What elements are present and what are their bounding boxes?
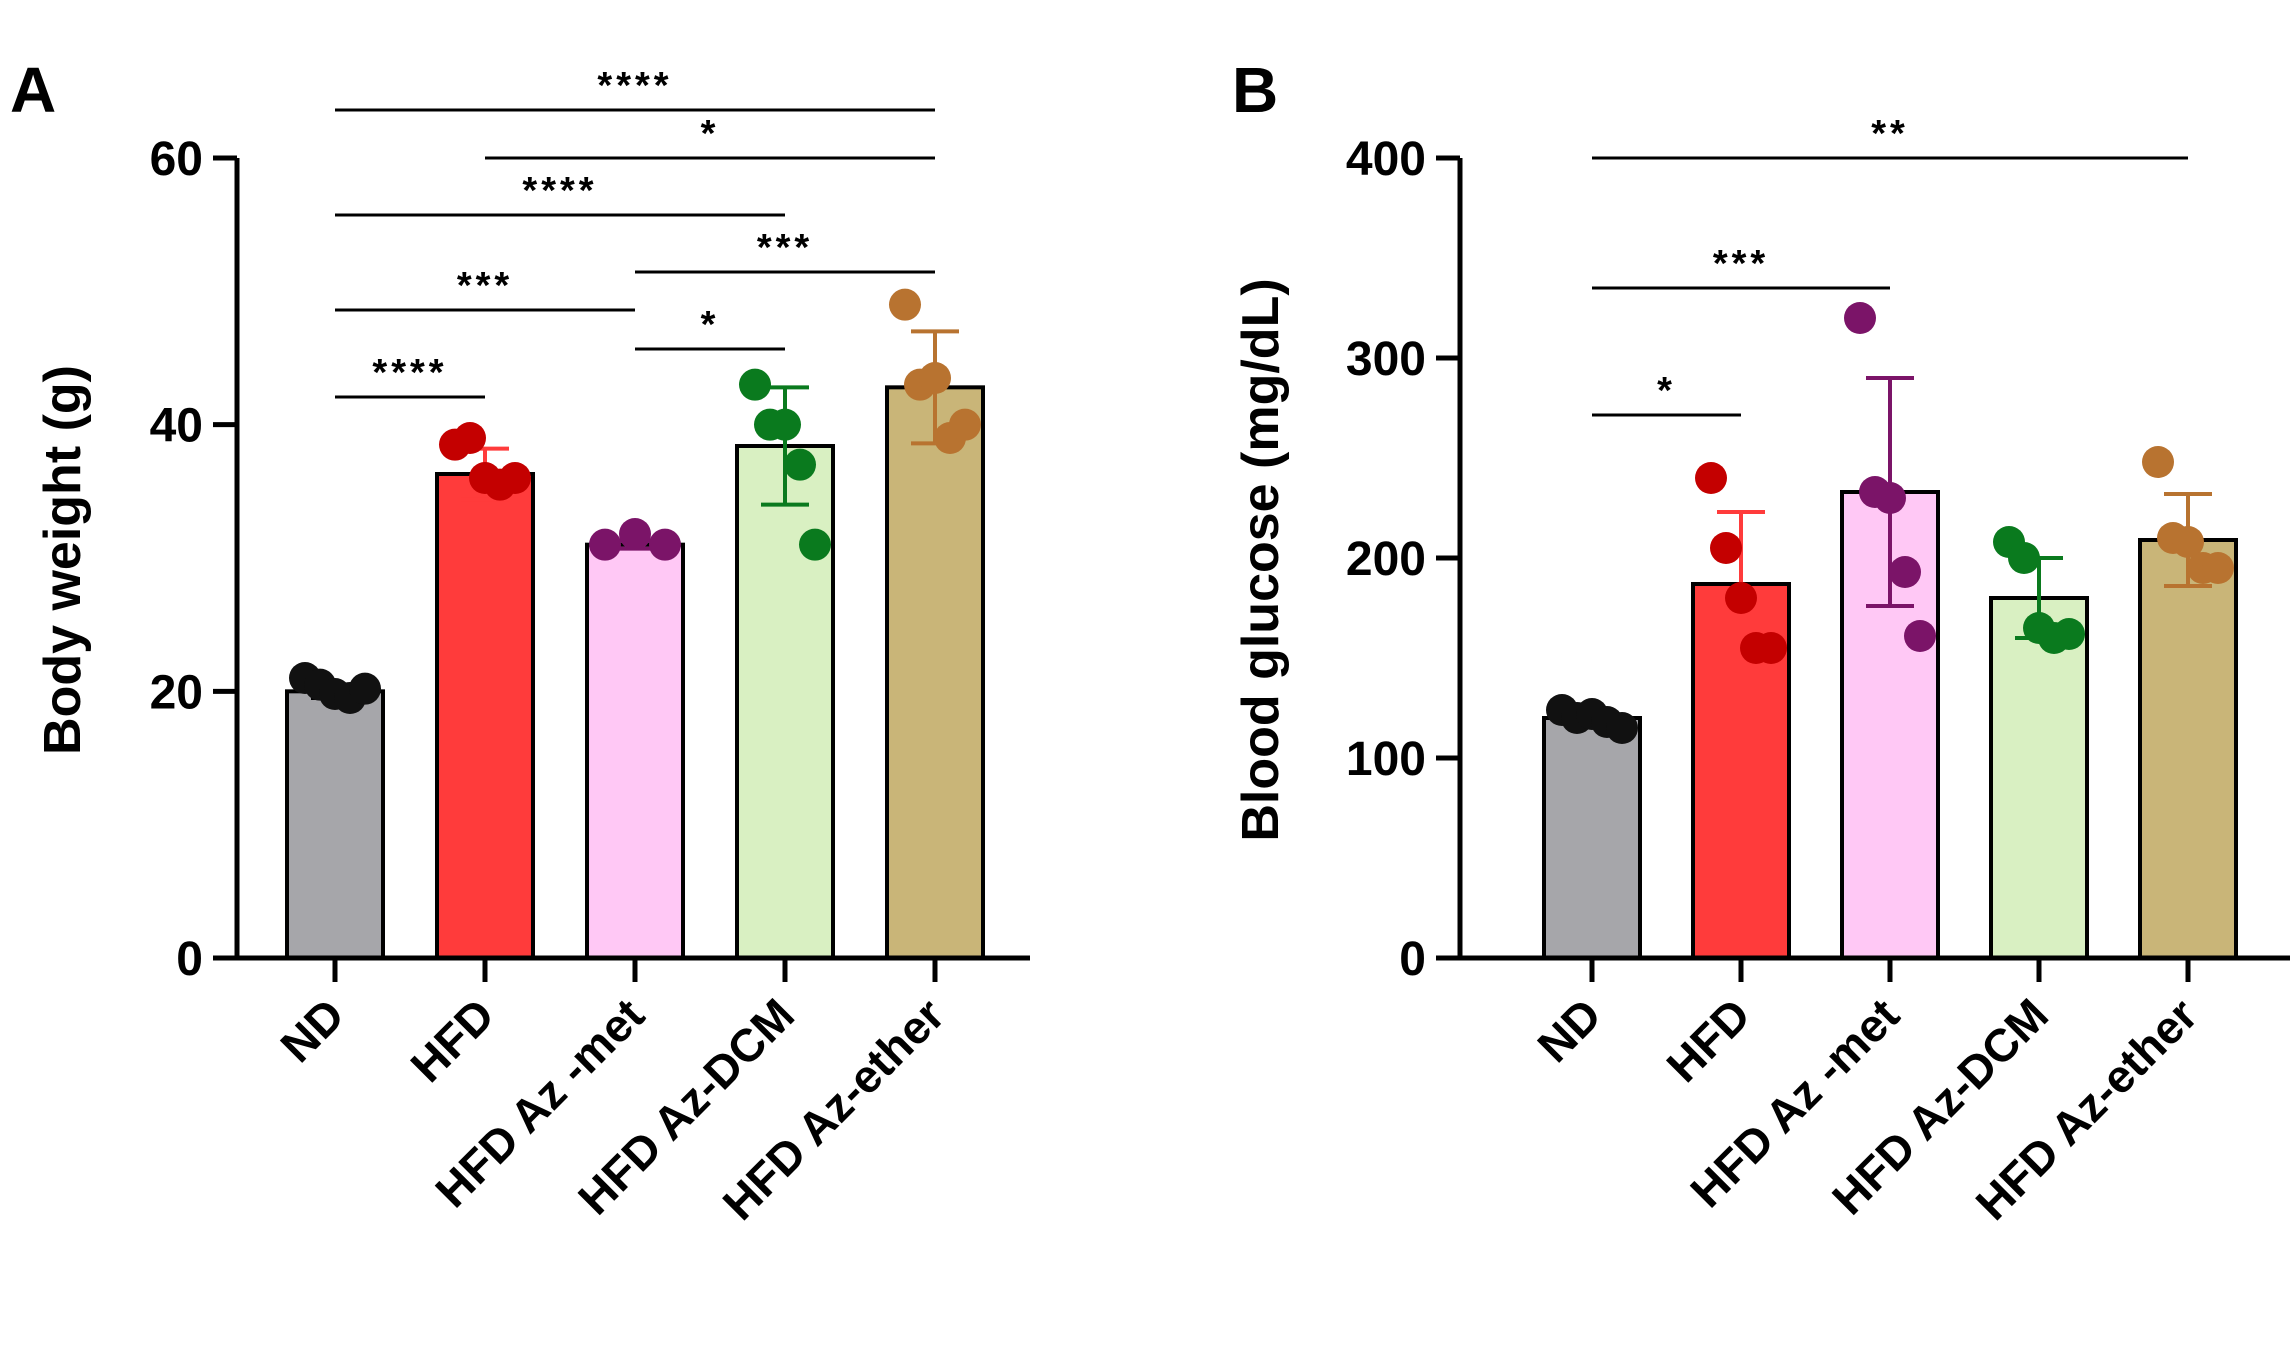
panel-b-data-point	[1606, 712, 1638, 744]
panel-b-data-point	[1755, 632, 1787, 664]
panel-b-y-tick-label: 0	[1399, 933, 1426, 986]
panel-a-data-point	[784, 448, 816, 481]
panel-a-bar-3	[585, 542, 685, 961]
panel-a-data-point	[499, 462, 531, 494]
panel-b-data-point	[2142, 446, 2174, 478]
panel-b-label: B	[1232, 54, 1278, 126]
panel-a-data-point	[739, 368, 771, 401]
panel-a-significance-label: *	[701, 113, 720, 155]
panel-a-y-tick-label: 20	[150, 666, 203, 719]
panel-b-bar-1	[1542, 716, 1642, 960]
panel-b-significance-label: *	[1657, 370, 1676, 412]
panel-a-significance-label: ***	[757, 227, 813, 269]
panel-b-data-point	[1710, 532, 1742, 564]
panel-a-significance-label: ***	[457, 265, 513, 307]
panel-a-category-label: ND	[270, 988, 354, 1072]
panel-b-y-tick-label: 200	[1346, 533, 1426, 586]
panel-a-bar-5	[885, 385, 985, 961]
panel-b-data-point	[2172, 526, 2204, 558]
panel-a-data-point	[589, 528, 621, 561]
panel-a-data-point	[649, 528, 681, 561]
panel-a-data-point	[769, 408, 801, 441]
panel-a-bar-1	[285, 689, 385, 960]
panel-a-significance-label: ****	[372, 352, 447, 394]
panel-b-data-point	[2053, 618, 2085, 650]
panel-a-y-tick-label: 60	[150, 133, 203, 186]
panel-b-category-label: HFD	[1656, 988, 1760, 1092]
panel-a-y-axis-title: Body weight (g)	[34, 365, 92, 755]
panel-a-label: A	[10, 54, 56, 126]
panel-a-significance-label: ****	[597, 65, 672, 107]
panel-a-y-tick-label: 0	[176, 933, 203, 986]
panel-a-bar-4	[735, 444, 835, 960]
panel-b-y-tick-label: 300	[1346, 333, 1426, 386]
panel-a-data-point	[799, 528, 831, 561]
panel-a-data-point	[619, 518, 651, 550]
panel-a-category-label: HFD	[400, 988, 504, 1092]
panel-b-data-point	[1695, 462, 1727, 494]
panel-b-bar-4	[1989, 596, 2089, 960]
panel-b-y-axis-title: Blood glucose (mg/dL)	[1232, 278, 1290, 841]
panel-a-data-point	[919, 362, 951, 394]
panel-a-data-point	[949, 408, 981, 441]
panel-b-data-point	[1874, 482, 1906, 514]
panel-b-category-label: ND	[1527, 988, 1611, 1072]
panel-a-data-point	[349, 672, 381, 705]
panel-a-data-point	[889, 288, 921, 321]
panel-b-significance-label: **	[1871, 113, 1909, 155]
panel-b-data-point	[2008, 542, 2040, 574]
panel-a-y-tick-label: 40	[150, 400, 203, 453]
panel-b-y-tick-label: 100	[1346, 733, 1426, 786]
panel-b-data-point	[1889, 556, 1921, 588]
panel-a-significance-label: ****	[522, 170, 597, 212]
panel-b-data-point	[1844, 302, 1876, 334]
panel-b-bar-5	[2138, 538, 2238, 960]
panel-b: B Blood glucose (mg/dL) 0 100 200 300 400 ND H…	[1232, 54, 2290, 1230]
panel-b-data-point	[2202, 552, 2234, 584]
panel-a-bar-2	[435, 472, 535, 960]
panel-a-data-point	[454, 422, 486, 454]
panel-b-significance-label: ***	[1713, 243, 1769, 285]
panel-b-data-point	[1904, 620, 1936, 652]
panel-a-significance-label: *	[701, 304, 720, 346]
panel-b-y-tick-label: 400	[1346, 133, 1426, 186]
panel-b-data-point	[1725, 582, 1757, 614]
